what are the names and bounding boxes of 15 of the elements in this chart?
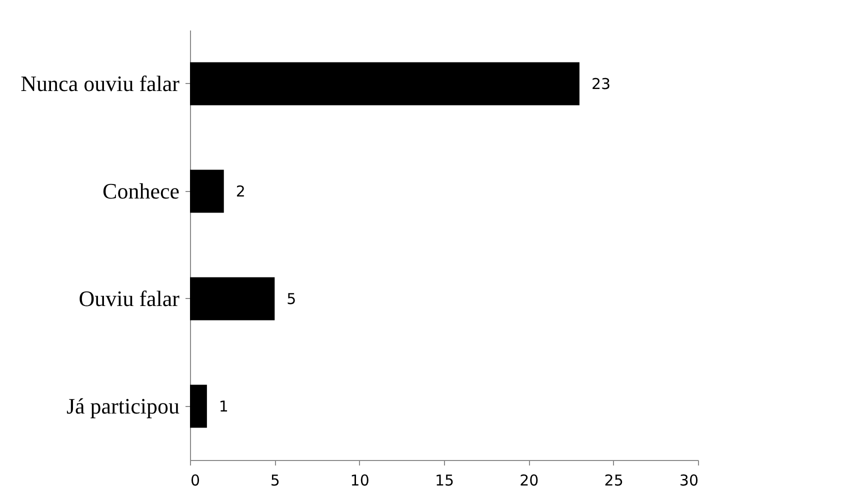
x-tick-label: 10 xyxy=(350,472,370,490)
x-tick-label: 5 xyxy=(270,472,280,490)
data-label: 1 xyxy=(218,397,228,416)
data-label: 5 xyxy=(286,290,296,308)
data-label: 2 xyxy=(236,182,246,200)
x-tick-label: 0 xyxy=(190,472,200,490)
data-label: 23 xyxy=(591,74,611,93)
x-tick-label: 15 xyxy=(434,472,454,490)
x-tick-label: 30 xyxy=(679,472,698,490)
x-tick-label: 20 xyxy=(520,472,539,490)
y-tick-label: Nunca ouviu falar xyxy=(20,70,180,96)
y-tick-label: Ouviu falar xyxy=(78,286,180,311)
y-tick-label: Já participou xyxy=(66,393,180,418)
x-tick-label: 25 xyxy=(604,472,624,490)
y-tick-label: Conhece xyxy=(102,178,180,204)
